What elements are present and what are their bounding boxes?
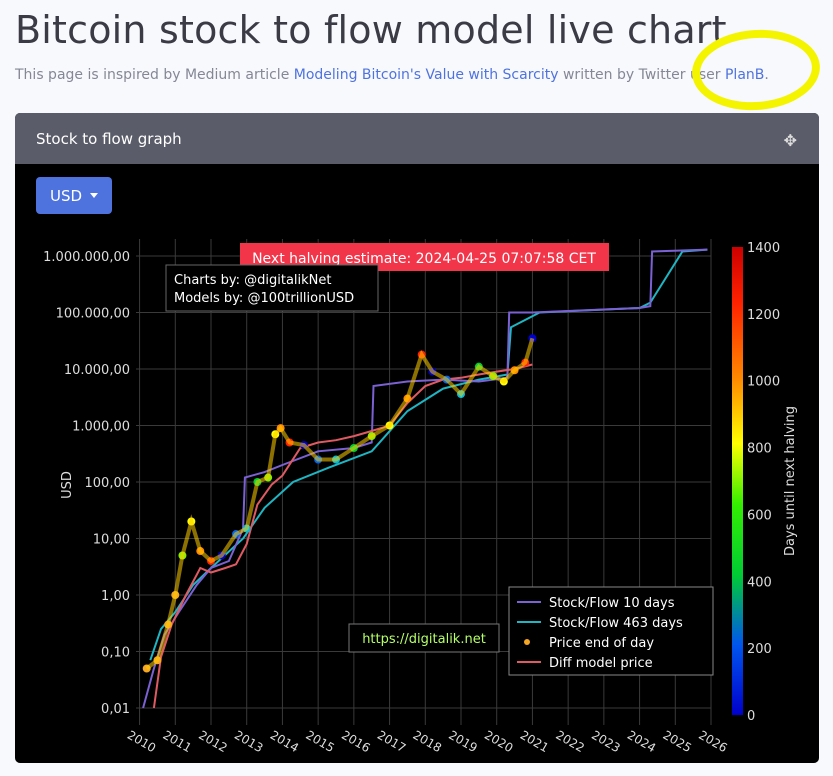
stock-flow-10-days-line — [142, 248, 708, 709]
y-tick-label: 10,00 — [93, 532, 130, 547]
colorbar-tick-label: 1000 — [747, 375, 780, 390]
chart-card: Stock to flow graph ✥ 2010 2011 2012 2013 20… — [15, 113, 819, 763]
x-tick-label: 2015 — [303, 728, 336, 755]
currency-dropdown-button[interactable]: USD — [36, 177, 112, 214]
x-tick-label: 2019 — [446, 728, 479, 755]
x-tick-label: 2016 — [339, 728, 372, 755]
credits-box — [165, 264, 379, 312]
card-title: Stock to flow graph — [36, 129, 182, 148]
y-tick-label: 1,00 — [101, 589, 130, 604]
chart-legend: Stock/Flow 10 days Stock/Flow 463 days Pri… — [508, 586, 714, 676]
x-tick-label: 2013 — [232, 728, 265, 755]
x-tick-label: 2011 — [161, 728, 194, 755]
x-tick-label: 2017 — [375, 728, 408, 755]
legend-item-label: Diff model price — [549, 656, 653, 671]
subtitle-middle: written by Twitter user — [558, 67, 725, 83]
card-header: Stock to flow graph — [15, 113, 819, 164]
colorbar-tick-label: 0 — [747, 709, 755, 724]
colorbar-tick-label: 1400 — [747, 241, 780, 256]
legend-marker — [524, 639, 530, 645]
halving-banner: Next halving estimate: 2024-04-25 07:07:… — [252, 251, 596, 267]
stock-to-flow-chart: 2010 2011 2012 2013 2014 2015 2016 2017 2018 2019… — [43, 239, 798, 755]
legend-item-label: Stock/Flow 463 days — [549, 616, 683, 631]
colorbar-tick-label: 400 — [747, 575, 772, 590]
y-tick-label: 1.000.000,00 — [43, 250, 130, 265]
y-axis-label: USD — [60, 471, 75, 499]
watermark[interactable]: https://digitalik.net — [362, 632, 486, 647]
y-tick-label: 0,01 — [101, 702, 130, 717]
subtitle-prefix: This page is inspired by Medium article — [15, 67, 294, 83]
credit-models: Models by: @100trillionUSD — [174, 291, 354, 306]
page-title: Bitcoin stock to flow model live chart — [15, 8, 727, 52]
y-tick-label: 10.000,00 — [64, 363, 130, 378]
subtitle-suffix: . — [764, 67, 769, 83]
x-tick-label: 2018 — [411, 728, 444, 755]
x-tick-label: 2026 — [696, 728, 729, 755]
y-tick-label: 100,00 — [85, 476, 131, 491]
x-tick-label: 2022 — [553, 728, 586, 755]
credit-charts: Charts by: @digitalikNet — [174, 273, 332, 288]
legend-item-label: Price end of day — [549, 636, 654, 651]
currency-label: USD — [49, 186, 83, 205]
colorbar — [732, 247, 743, 715]
y-tick-label: 1.000,00 — [72, 420, 130, 435]
x-tick-label: 2014 — [268, 728, 301, 755]
x-tick-label: 2024 — [625, 728, 658, 755]
diff-model-price-line — [152, 363, 533, 709]
article-link[interactable]: Modeling Bitcoin's Value with Scarcity — [293, 67, 559, 83]
move-icon[interactable]: ✥ — [783, 131, 797, 150]
colorbar-tick-label: 1200 — [747, 308, 780, 323]
colorbar-tick-label: 200 — [747, 642, 772, 657]
x-tick-label: 2020 — [482, 728, 515, 755]
colorbar-tick-label: 800 — [747, 442, 772, 457]
author-link[interactable]: PlanB — [724, 67, 765, 83]
y-tick-label: 100.000,00 — [56, 307, 130, 322]
page-subtitle: This page is inspired by Medium article … — [15, 67, 769, 83]
x-tick-label: 2021 — [518, 728, 551, 755]
chevron-down-icon — [90, 193, 99, 198]
x-tick-label: 2025 — [661, 728, 694, 755]
watermark-box — [348, 623, 500, 653]
price-end-of-day-line — [145, 337, 535, 671]
legend-item-label: Stock/Flow 10 days — [549, 596, 675, 611]
x-tick-label: 2023 — [589, 728, 622, 755]
colorbar-title: Days until next halving — [783, 406, 798, 556]
y-tick-label: 0,10 — [101, 645, 130, 660]
x-tick-label: 2012 — [196, 728, 229, 755]
x-tick-label: 2010 — [125, 728, 158, 755]
colorbar-tick-label: 600 — [747, 508, 772, 523]
